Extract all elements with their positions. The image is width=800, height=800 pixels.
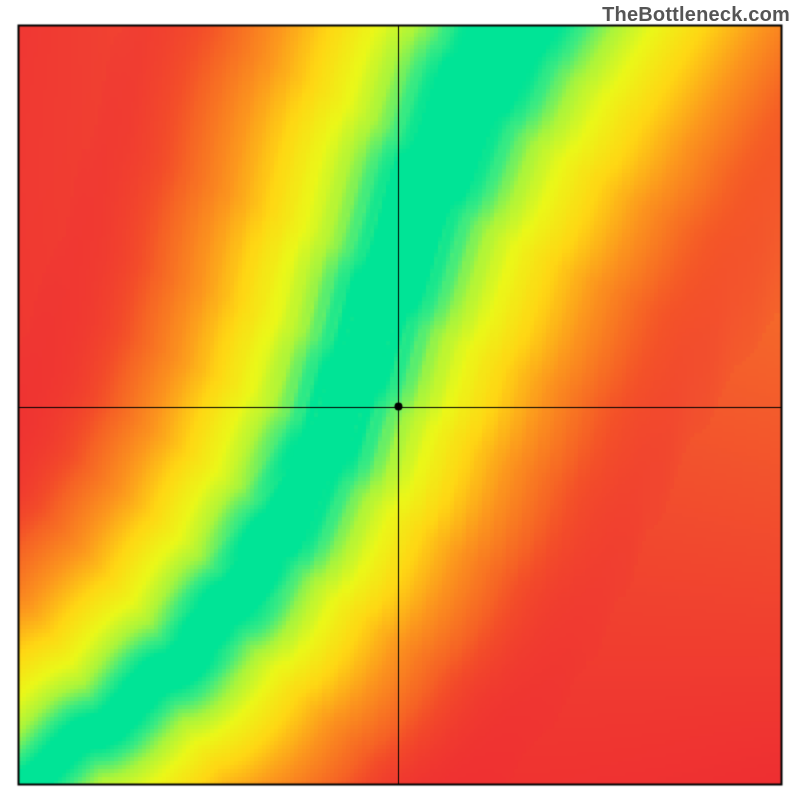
watermark-text: TheBottleneck.com bbox=[602, 4, 790, 27]
chart-container: { "watermark": { "text": "TheBottleneck.… bbox=[0, 0, 800, 800]
bottleneck-heatmap bbox=[0, 0, 800, 800]
